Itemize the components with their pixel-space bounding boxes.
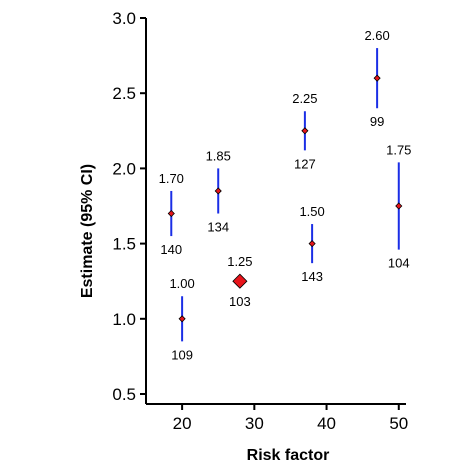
- point-marker: [214, 187, 222, 195]
- data-labels-group: 1.70 140 1.00 109 1.85 134 1.25 103 2.25 127 1.50 1…: [159, 28, 412, 362]
- y-tick-label: 3.0: [112, 9, 136, 28]
- y-ticks-group: 0.5 1.0 1.5 2.0 2.5 3.0: [112, 9, 146, 404]
- x-tick-label: 40: [317, 414, 336, 433]
- count-label: 109: [171, 347, 193, 362]
- estimate-label: 1.25: [227, 254, 252, 269]
- estimate-label: 1.70: [159, 171, 184, 186]
- point-marker: [395, 202, 403, 210]
- y-tick-label: 1.5: [112, 235, 136, 254]
- point-marker: [373, 74, 381, 82]
- count-label: 140: [160, 242, 182, 257]
- point-marker: [167, 209, 175, 218]
- y-tick-label: 2.0: [112, 159, 136, 178]
- y-tick-label: 1.0: [112, 310, 136, 329]
- x-ticks-group: 20 30 40 50: [173, 404, 408, 433]
- point-marker: [178, 315, 186, 323]
- y-tick-label: 0.5: [112, 385, 136, 404]
- y-tick-label: 2.5: [112, 84, 136, 103]
- point-marker: [301, 127, 309, 135]
- count-label: 134: [207, 220, 229, 235]
- x-tick-label: 50: [389, 414, 408, 433]
- estimate-label: 1.00: [169, 276, 194, 291]
- count-label: 103: [229, 294, 251, 309]
- estimate-label: 2.60: [364, 28, 389, 43]
- axes-group: [145, 18, 406, 405]
- estimate-label: 1.75: [386, 142, 411, 157]
- count-label: 143: [301, 269, 323, 284]
- x-tick-label: 20: [173, 414, 192, 433]
- confidence-intervals-group: [170, 48, 400, 342]
- point-marker: [232, 273, 248, 289]
- estimate-label: 1.50: [299, 204, 324, 219]
- count-label: 127: [294, 156, 316, 171]
- estimate-label: 2.25: [292, 91, 317, 106]
- x-axis-title: Risk factor: [247, 447, 330, 464]
- point-marker: [308, 240, 316, 248]
- count-label: 104: [388, 256, 410, 271]
- count-label: 99: [370, 114, 384, 129]
- markers-group: [167, 74, 403, 323]
- x-tick-label: 30: [245, 414, 264, 433]
- estimate-label: 1.85: [206, 148, 231, 163]
- y-axis-title: Estimate (95% CI): [79, 164, 96, 298]
